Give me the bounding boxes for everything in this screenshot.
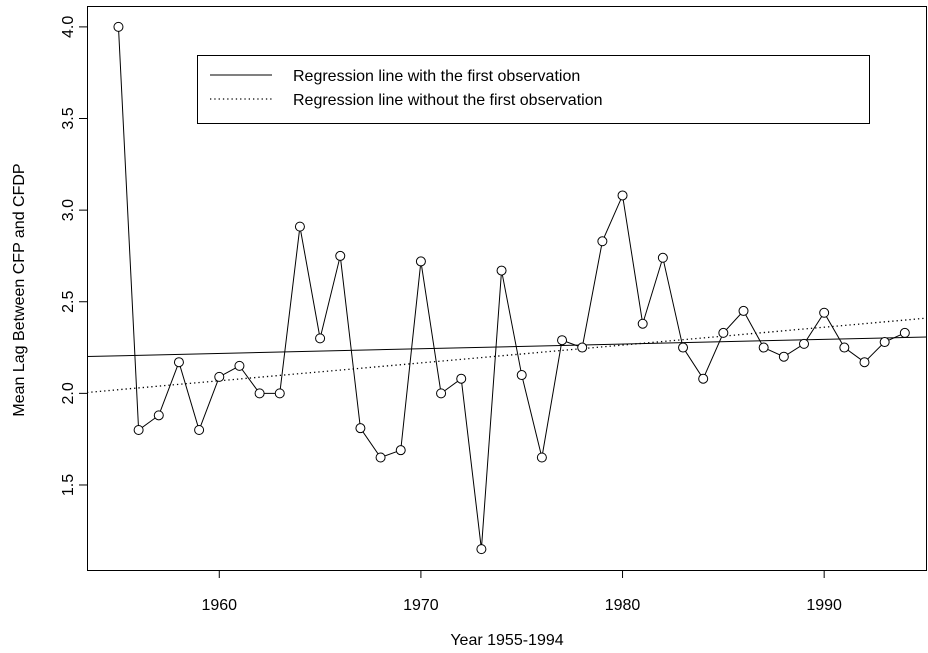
data-point bbox=[718, 327, 729, 338]
data-point bbox=[557, 335, 568, 346]
data-point bbox=[456, 373, 467, 384]
data-point bbox=[819, 307, 830, 318]
data-point bbox=[153, 410, 164, 421]
data-point bbox=[738, 305, 749, 316]
legend-label: Regression line with the first observati… bbox=[293, 68, 580, 85]
y-tick-label: 3.0 bbox=[60, 199, 77, 221]
data-point bbox=[274, 388, 285, 399]
data-point bbox=[436, 388, 447, 399]
regression-line bbox=[86, 336, 928, 358]
data-point bbox=[355, 423, 366, 434]
y-tick-label: 3.5 bbox=[60, 107, 77, 129]
data-point bbox=[516, 370, 527, 381]
data-point bbox=[173, 357, 184, 368]
data-point bbox=[657, 252, 668, 263]
data-point bbox=[597, 236, 608, 247]
data-point bbox=[839, 342, 850, 353]
data-point bbox=[617, 190, 628, 201]
data-point bbox=[758, 342, 769, 353]
x-tick-label: 1960 bbox=[201, 597, 237, 614]
y-tick-label: 2.5 bbox=[60, 291, 77, 313]
data-point bbox=[133, 425, 144, 436]
data-point bbox=[778, 351, 789, 362]
y-tick-label: 1.5 bbox=[60, 474, 77, 496]
legend-box bbox=[197, 55, 870, 124]
legend-label: Regression line without the first observ… bbox=[293, 92, 603, 109]
x-axis-label: Year 1955-1994 bbox=[450, 632, 563, 649]
data-point bbox=[214, 371, 225, 382]
data-point bbox=[415, 256, 426, 267]
data-point bbox=[859, 357, 870, 368]
data-point bbox=[899, 327, 910, 338]
data-point bbox=[375, 452, 386, 463]
data-point bbox=[395, 445, 406, 456]
y-tick-label: 2.0 bbox=[60, 382, 77, 404]
data-point bbox=[879, 337, 890, 348]
data-point bbox=[496, 265, 507, 276]
data-point bbox=[194, 425, 205, 436]
data-point bbox=[536, 452, 547, 463]
data-line bbox=[117, 26, 906, 550]
data-point bbox=[476, 544, 487, 555]
x-tick-label: 1970 bbox=[403, 597, 439, 614]
data-point bbox=[335, 250, 346, 261]
data-point bbox=[294, 221, 305, 232]
data-point bbox=[577, 342, 588, 353]
data-point bbox=[799, 338, 810, 349]
regression-line bbox=[86, 317, 928, 394]
data-point bbox=[234, 360, 245, 371]
data-point bbox=[678, 342, 689, 353]
y-axis-label: Mean Lag Between CFP and CFDP bbox=[11, 163, 28, 416]
x-tick-label: 1980 bbox=[605, 597, 641, 614]
x-tick-label: 1990 bbox=[806, 597, 842, 614]
y-tick-label: 4.0 bbox=[60, 16, 77, 38]
data-point bbox=[698, 373, 709, 384]
data-point bbox=[315, 333, 326, 344]
data-point bbox=[254, 388, 265, 399]
data-point bbox=[637, 318, 648, 329]
data-point bbox=[113, 21, 124, 32]
